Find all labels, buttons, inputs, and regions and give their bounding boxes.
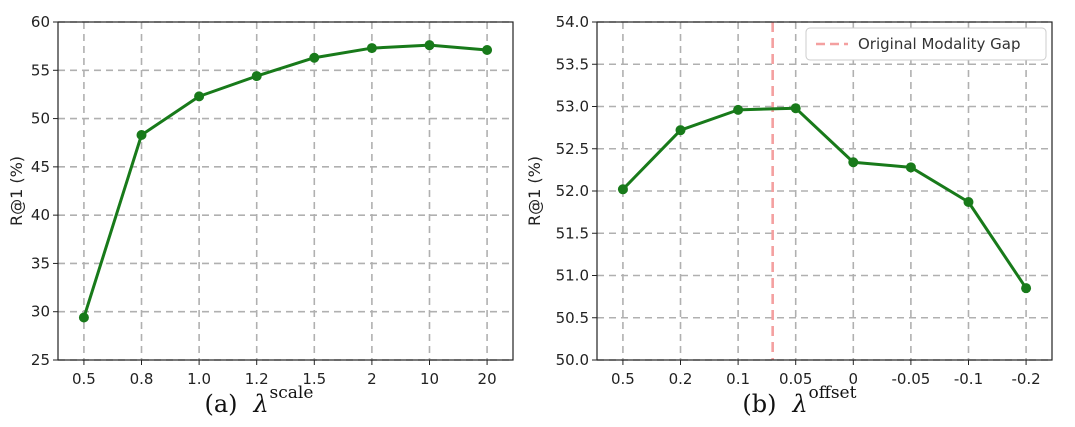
legend-label: Original Modality Gap [858, 35, 1021, 53]
data-point [309, 52, 320, 63]
x-tick-label: 1.5 [302, 370, 326, 388]
data-point [1021, 283, 1032, 294]
y-tick-label: 25 [31, 351, 50, 369]
data-point [963, 196, 974, 207]
y-tick-label: 52.5 [556, 140, 589, 158]
data-point [848, 157, 859, 168]
gridlines [597, 21, 1052, 361]
data-point [136, 129, 147, 140]
data-point [617, 184, 628, 195]
y-tick-label: 45 [31, 158, 50, 176]
caption-symbol: λ [253, 390, 269, 418]
x-tick-label: 0.5 [611, 370, 635, 388]
caption-prefix: (b) [742, 390, 776, 418]
x-tick-label: 1.2 [245, 370, 269, 388]
caption: (b) λ offset [742, 383, 856, 418]
y-tick-label: 55 [31, 61, 50, 79]
data-point [251, 71, 262, 82]
x-tick-label: 10 [420, 370, 439, 388]
y-tick-label: 60 [31, 13, 50, 31]
caption: (a) λ scale [204, 383, 313, 418]
plot-frame [57, 21, 514, 361]
series-line [621, 106, 1028, 290]
y-tick-label: 53.0 [556, 98, 589, 116]
x-tick-label: 0.8 [130, 370, 154, 388]
gridlines [58, 21, 513, 361]
caption-superscript: offset [809, 383, 857, 403]
y-tick-label: 54.0 [556, 13, 589, 31]
y-axis-label: R@1 (%) [7, 156, 26, 226]
x-tick-label: -0.1 [954, 370, 983, 388]
x-tick-label: -0.2 [1011, 370, 1040, 388]
data-point [366, 43, 377, 54]
x-tick-label: 1.0 [187, 370, 211, 388]
x-tick-label: 0.5 [72, 370, 96, 388]
series-line [82, 43, 488, 318]
x-tick-label: 0.05 [779, 370, 812, 388]
y-tick-label: 50.0 [556, 351, 589, 369]
data-point [78, 312, 89, 323]
data-point [194, 91, 205, 102]
data-point [905, 162, 916, 173]
data-point [733, 104, 744, 115]
y-tick-label: 51.5 [556, 224, 589, 242]
x-tick-label: 0.1 [726, 370, 750, 388]
data-point [675, 125, 686, 136]
y-tick-label: 50 [31, 110, 50, 128]
y-axis-label: R@1 (%) [525, 156, 544, 226]
data-point [790, 103, 801, 114]
y-tick-label: 30 [31, 303, 50, 321]
data-point [482, 45, 493, 56]
y-tick-label: 53.5 [556, 55, 589, 73]
caption-prefix: (a) [204, 390, 237, 418]
x-tick-label: -0.05 [891, 370, 930, 388]
x-tick-label: 20 [478, 370, 497, 388]
caption-symbol: λ [792, 390, 808, 418]
y-tick-label: 50.5 [556, 309, 589, 327]
x-tick-label: 0.2 [669, 370, 693, 388]
legend: Original Modality Gap [805, 27, 1047, 61]
chart-a: 25 30 35 40 45 50 55 60 0.5 0.8 1.0 1.2 1.5 2 10 20 R@1 … [7, 13, 514, 418]
legend-box [805, 27, 1047, 61]
y-tick-label: 52.0 [556, 182, 589, 200]
chart-b: 50.0 50.5 51.0 51.5 52.0 52.5 53.0 53.5 54.0 0.5 0… [525, 13, 1053, 418]
y-tick-label: 40 [31, 206, 50, 224]
x-tick-label: 0 [849, 370, 859, 388]
caption-superscript: scale [270, 383, 314, 403]
y-tick-label: 35 [31, 254, 50, 272]
x-tick-label: 2 [367, 370, 377, 388]
data-point [424, 40, 435, 51]
y-tick-label: 51.0 [556, 267, 589, 285]
